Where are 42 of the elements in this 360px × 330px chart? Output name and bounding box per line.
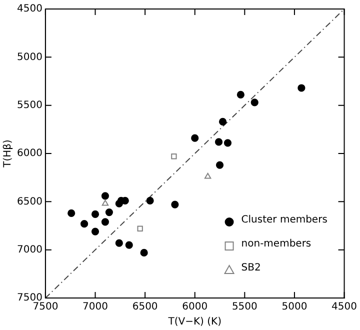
point (102, 200, 109, 206)
x-tick-label: 5000 (282, 302, 308, 313)
point (191, 134, 199, 142)
point (298, 84, 306, 92)
x-tick-label: 7000 (82, 302, 108, 313)
point (101, 192, 110, 200)
y-tick-label: 5500 (16, 100, 42, 111)
y-tick-label: 5000 (16, 52, 42, 63)
point (146, 196, 154, 205)
y-tick-label: 6000 (16, 148, 42, 160)
point (91, 210, 100, 218)
point (171, 200, 179, 208)
point (216, 161, 224, 169)
x-tick-label: 5500 (232, 302, 258, 313)
point (171, 154, 177, 160)
point (204, 172, 212, 179)
point (236, 90, 244, 99)
legend-label: Cluster members (241, 214, 328, 226)
point (218, 118, 227, 126)
y-tick-label: 4500 (16, 4, 42, 15)
point (105, 208, 113, 216)
legend-label: non-members (241, 238, 312, 250)
point (115, 239, 123, 247)
point (101, 218, 110, 226)
x-tick-label: 4500 (332, 302, 357, 313)
point (125, 241, 133, 249)
point (224, 139, 232, 147)
point (68, 209, 76, 218)
y-axis-title: T(Hβ) (2, 139, 14, 168)
y-tick-label: 7000 (16, 244, 42, 256)
x-tick-label: 6500 (132, 302, 158, 313)
point (137, 226, 143, 232)
point (214, 138, 223, 146)
point (91, 228, 100, 236)
point (250, 98, 258, 106)
y-tick-label: 6500 (16, 196, 42, 208)
legend-label: SB2 (241, 262, 261, 274)
x-tick-label: 7500 (32, 302, 58, 313)
x-tick-label: 6000 (182, 302, 208, 313)
x-axis-title: T(V−K) (K) (167, 316, 222, 328)
point (140, 248, 148, 257)
point (80, 220, 88, 228)
